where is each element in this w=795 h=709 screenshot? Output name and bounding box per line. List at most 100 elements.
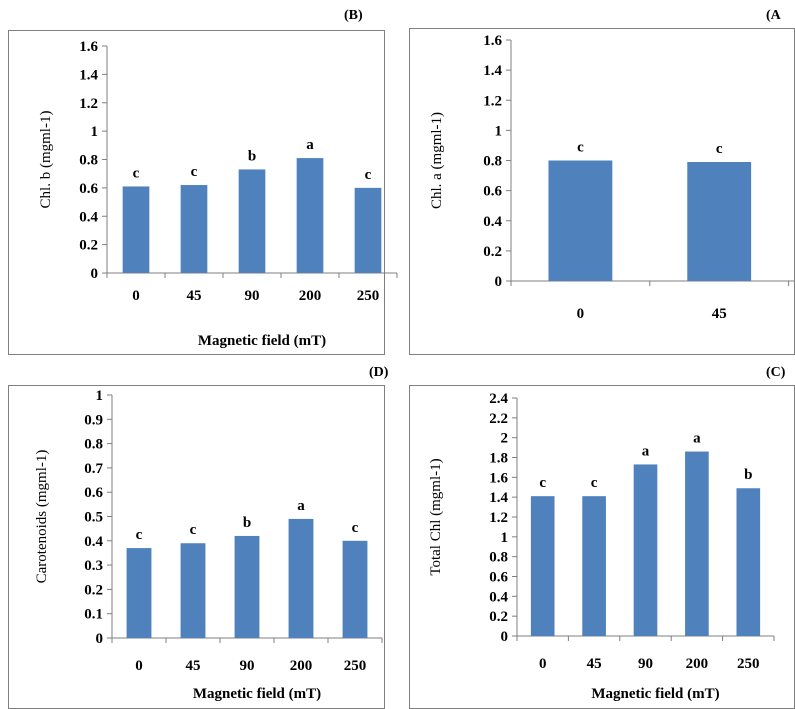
- chl-b-y-tick-label: 0.2: [79, 238, 98, 254]
- chl-b-bar-250: [354, 187, 382, 273]
- panel-label-a: (A: [766, 8, 781, 23]
- carotenoids-y-tick-label: 0.9: [84, 412, 103, 428]
- total-chl-y-tick-label: 0.4: [489, 589, 508, 605]
- carotenoids-x-tick-label: 250: [344, 658, 367, 674]
- chl-b-significance-label: c: [191, 164, 198, 180]
- total-chl-x-tick-label: 250: [737, 656, 760, 672]
- carotenoids-bar-200: [288, 518, 314, 638]
- carotenoids-y-tick-label: 0.6: [84, 485, 103, 501]
- chl-a-x-tick-label: 45: [712, 306, 727, 322]
- chl-a-y-tick-label: 1: [495, 123, 503, 139]
- chl-b-y-tick-label: 1.6: [79, 39, 98, 55]
- total-chl-y-tick-label: 1: [501, 530, 509, 546]
- chl-b-y-tick-label: 1: [91, 124, 99, 140]
- chl-a-bar-45: [687, 162, 752, 281]
- chl-b-x-tick-label: 45: [187, 288, 202, 304]
- total-chl-x-tick-label: 0: [539, 656, 547, 672]
- chl-b-y-axis-label: Chl. b (mgml-1): [38, 111, 54, 209]
- total-chl-bar-200: [685, 451, 709, 636]
- chl-a-y-tick-label: 0: [495, 274, 503, 290]
- total-chl-significance-label: a: [642, 443, 650, 459]
- total-chl-y-tick-label: 1.8: [489, 451, 508, 467]
- chl-b-x-axis-label: Magnetic field (mT): [198, 333, 326, 349]
- chl-a-significance-label: c: [577, 140, 584, 156]
- chl-a-y-axis-label: Chl. a (mgml-1): [429, 112, 445, 209]
- total-chl-y-tick-label: 0.6: [489, 570, 508, 586]
- carotenoids-x-tick-label: 45: [186, 658, 201, 674]
- chl-b-y-tick-label: 0: [91, 266, 99, 282]
- chl-b-bar-0: [122, 186, 150, 273]
- carotenoids-x-tick-label: 90: [240, 658, 255, 674]
- total-chl-y-tick-label: 2.4: [489, 391, 508, 407]
- total-chl-bar-45: [582, 496, 606, 636]
- chl-b-bar-45: [180, 185, 208, 273]
- total-chl-y-tick-label: 0.2: [489, 609, 508, 625]
- carotenoids-y-tick-label: 1: [96, 388, 104, 404]
- chl-b-y-tick-label: 1.4: [79, 67, 98, 83]
- carotenoids-bar-90: [234, 535, 260, 638]
- chl-b-x-tick-label: 200: [299, 288, 322, 304]
- carotenoids-y-tick-label: 0.5: [84, 510, 103, 526]
- total-chl-significance-label: c: [539, 475, 546, 491]
- chl-b-y-tick-label: 0.6: [79, 181, 98, 197]
- chl-b-y-tick-label: 0.4: [79, 209, 98, 225]
- total-chl-significance-label: c: [591, 475, 598, 491]
- chl-a-y-tick-label: 1.6: [483, 33, 502, 49]
- chl-a-y-tick-label: 1.2: [483, 93, 502, 109]
- chl-a-y-tick-label: 0.4: [483, 214, 502, 230]
- chl-a-y-tick-label: 0.2: [483, 244, 502, 260]
- total-chl-y-tick-label: 0: [501, 629, 509, 645]
- carotenoids-y-tick-label: 0.7: [84, 461, 103, 477]
- chl-a-y-tick-label: 0.8: [483, 154, 502, 170]
- total-chl-x-tick-label: 90: [638, 656, 653, 672]
- chl-b-x-tick-label: 90: [245, 288, 260, 304]
- chl-b-bar-200: [296, 158, 324, 273]
- chl-b-x-tick-label: 0: [132, 288, 140, 304]
- total-chl-y-axis-label: Total Chl (mgml-1): [428, 458, 444, 575]
- carotenoids-significance-label: c: [136, 527, 143, 543]
- carotenoids-significance-label: a: [297, 498, 305, 514]
- carotenoids-bar-0: [126, 548, 152, 638]
- total-chl-y-tick-label: 2.2: [489, 411, 508, 427]
- carotenoids-y-tick-label: 0.1: [84, 607, 103, 623]
- carotenoids-significance-label: c: [352, 520, 359, 536]
- chl-a-significance-label: c: [716, 141, 723, 157]
- total-chl-significance-label: b: [744, 467, 752, 483]
- carotenoids-x-tick-label: 200: [290, 658, 313, 674]
- total-chl-y-tick-label: 1.2: [489, 510, 508, 526]
- carotenoids-y-tick-label: 0.3: [84, 558, 103, 574]
- chl-b-significance-label: a: [306, 137, 314, 153]
- chl-b-significance-label: b: [248, 148, 256, 164]
- total-chl-bar-0: [530, 496, 555, 636]
- carotenoids-significance-label: b: [243, 515, 251, 531]
- carotenoids-y-tick-label: 0.4: [84, 534, 103, 550]
- carotenoids-y-tick-label: 0: [96, 631, 104, 647]
- panel-label-d: (D): [369, 365, 389, 380]
- carotenoids-x-tick-label: 0: [135, 658, 143, 674]
- total-chl-y-tick-label: 1.4: [489, 490, 508, 506]
- total-chl-y-tick-label: 2: [501, 431, 509, 447]
- carotenoids-x-axis-label: Magnetic field (mT): [193, 686, 321, 702]
- total-chl-x-tick-label: 200: [686, 656, 709, 672]
- chl-a-bar-0: [548, 160, 613, 281]
- carotenoids-y-tick-label: 0.8: [84, 437, 103, 453]
- chl-b-y-tick-label: 0.8: [79, 153, 98, 169]
- carotenoids-bar-250: [342, 540, 368, 638]
- total-chl-y-tick-label: 1.6: [489, 470, 508, 486]
- chl-b-y-tick-label: 1.2: [79, 96, 98, 112]
- total-chl-significance-label: a: [693, 431, 701, 447]
- total-chl-bar-90: [633, 464, 658, 636]
- chl-b-bar-90: [238, 169, 266, 273]
- chl-b-significance-label: c: [365, 167, 372, 183]
- carotenoids-y-axis-label: Carotenoids (mgml-1): [34, 450, 50, 584]
- chl-a-y-tick-label: 1.4: [483, 63, 502, 79]
- carotenoids-significance-label: c: [190, 522, 197, 538]
- chl-b-frame: [8, 30, 385, 355]
- total-chl-x-axis-label: Magnetic field (mT): [591, 686, 719, 702]
- total-chl-y-tick-label: 0.8: [489, 550, 508, 566]
- panel-label-b: (B): [344, 8, 363, 23]
- chl-a-x-tick-label: 0: [577, 306, 585, 322]
- carotenoids-bar-45: [180, 543, 206, 638]
- chl-a-y-tick-label: 0.6: [483, 184, 502, 200]
